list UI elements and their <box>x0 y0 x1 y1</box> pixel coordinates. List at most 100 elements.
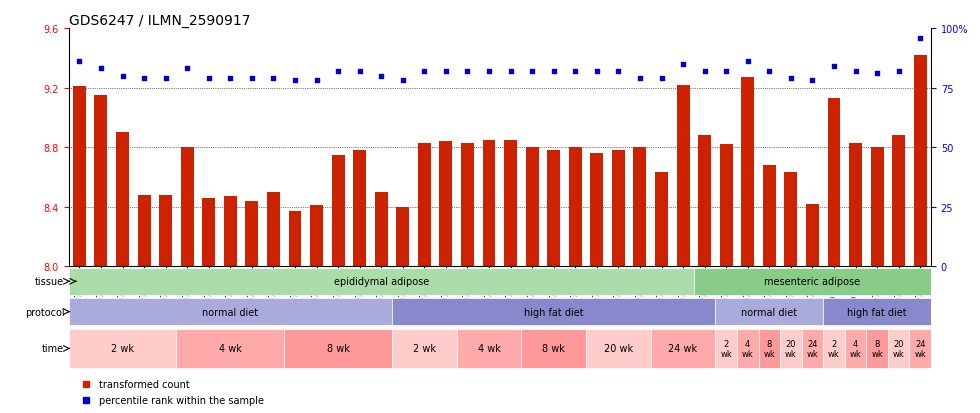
Point <box>611 69 626 75</box>
Bar <box>892 136 906 266</box>
Bar <box>784 173 798 266</box>
Text: 8 wk: 8 wk <box>326 344 350 354</box>
FancyBboxPatch shape <box>823 329 845 368</box>
Text: 20 wk: 20 wk <box>604 344 633 354</box>
Bar <box>417 143 431 266</box>
Bar <box>159 195 172 266</box>
Point <box>869 71 885 77</box>
Bar <box>806 204 819 266</box>
Point <box>460 69 475 75</box>
Bar <box>374 192 388 266</box>
Text: 20
wk: 20 wk <box>893 339 905 358</box>
Bar <box>288 211 302 266</box>
Bar <box>94 96 108 266</box>
Point <box>718 69 734 75</box>
Bar <box>633 148 647 266</box>
Text: 2
wk: 2 wk <box>720 339 732 358</box>
Text: 4 wk: 4 wk <box>219 344 242 354</box>
Text: percentile rank within the sample: percentile rank within the sample <box>99 394 264 405</box>
FancyBboxPatch shape <box>69 268 694 295</box>
Point <box>675 61 691 68</box>
Text: mesenteric adipose: mesenteric adipose <box>764 277 860 287</box>
FancyBboxPatch shape <box>909 329 931 368</box>
FancyBboxPatch shape <box>69 329 176 368</box>
FancyBboxPatch shape <box>176 329 284 368</box>
Text: normal diet: normal diet <box>741 307 798 317</box>
Bar <box>590 154 604 266</box>
Bar <box>331 155 345 266</box>
Text: transformed count: transformed count <box>99 379 189 389</box>
Point <box>524 69 540 75</box>
Point <box>912 35 928 42</box>
Point <box>352 69 368 75</box>
Bar <box>180 148 194 266</box>
Text: protocol: protocol <box>24 307 65 317</box>
Point <box>848 69 863 75</box>
Point <box>158 76 173 82</box>
Text: 20
wk: 20 wk <box>785 339 797 358</box>
Point <box>72 59 87 66</box>
FancyBboxPatch shape <box>284 329 392 368</box>
Point <box>589 69 605 75</box>
Bar <box>504 140 517 266</box>
Bar <box>310 206 323 266</box>
Point <box>891 69 907 75</box>
Bar <box>461 143 474 266</box>
Point <box>244 76 260 82</box>
FancyBboxPatch shape <box>392 298 715 325</box>
Text: epididymal adipose: epididymal adipose <box>333 277 429 287</box>
Text: 4
wk: 4 wk <box>850 339 861 358</box>
Point <box>783 76 799 82</box>
Bar <box>827 99 841 266</box>
Point <box>826 64 842 70</box>
Bar <box>223 197 237 266</box>
FancyBboxPatch shape <box>715 298 823 325</box>
Point <box>287 78 303 85</box>
Point <box>805 78 820 85</box>
Text: 4
wk: 4 wk <box>742 339 754 358</box>
Text: 24
wk: 24 wk <box>914 339 926 358</box>
FancyBboxPatch shape <box>866 329 888 368</box>
Point <box>761 69 777 75</box>
Bar <box>913 56 927 266</box>
Text: GDS6247 / ILMN_2590917: GDS6247 / ILMN_2590917 <box>69 14 250 28</box>
Point <box>266 76 281 82</box>
FancyBboxPatch shape <box>586 329 651 368</box>
Bar <box>612 151 625 266</box>
Point <box>395 78 411 85</box>
Point <box>438 69 454 75</box>
FancyBboxPatch shape <box>651 329 715 368</box>
Text: normal diet: normal diet <box>202 307 259 317</box>
Text: 8
wk: 8 wk <box>763 339 775 358</box>
Bar <box>353 151 367 266</box>
FancyBboxPatch shape <box>69 298 392 325</box>
Text: 8 wk: 8 wk <box>542 344 565 354</box>
Bar <box>137 195 151 266</box>
Point <box>654 76 669 82</box>
Point <box>416 69 432 75</box>
Point <box>740 59 756 66</box>
Bar <box>698 136 711 266</box>
Point <box>330 69 346 75</box>
Bar <box>849 143 862 266</box>
Point <box>567 69 583 75</box>
FancyBboxPatch shape <box>823 298 931 325</box>
Point <box>222 76 238 82</box>
Point <box>503 69 518 75</box>
Point <box>93 66 109 73</box>
FancyBboxPatch shape <box>802 329 823 368</box>
Bar <box>202 198 216 266</box>
Text: 2 wk: 2 wk <box>111 344 134 354</box>
Bar <box>396 207 410 266</box>
FancyBboxPatch shape <box>521 329 586 368</box>
Text: high fat diet: high fat diet <box>848 307 907 317</box>
Bar <box>719 145 733 266</box>
Point <box>136 76 152 82</box>
Point <box>115 73 130 80</box>
Bar <box>267 192 280 266</box>
FancyBboxPatch shape <box>694 268 931 295</box>
Point <box>179 66 195 73</box>
Text: high fat diet: high fat diet <box>524 307 583 317</box>
Bar <box>482 140 496 266</box>
FancyBboxPatch shape <box>845 329 866 368</box>
